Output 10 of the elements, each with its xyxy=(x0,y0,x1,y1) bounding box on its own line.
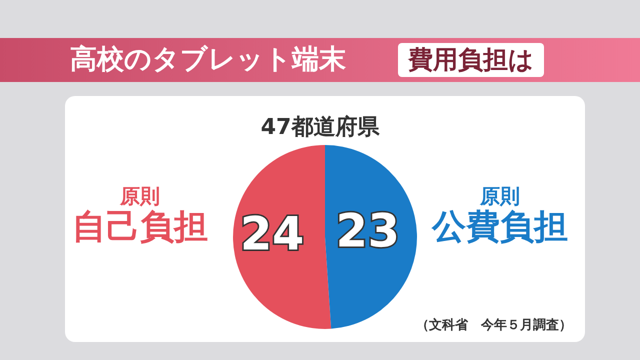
slice-label: 自己負担 xyxy=(71,207,209,248)
text: 47都道府県 xyxy=(260,114,380,142)
data-label: 23 xyxy=(336,203,400,258)
text: （文科省 今年５月調査） xyxy=(416,316,572,334)
chart-subtitle: 費用負担は xyxy=(398,43,544,77)
data-label: 24 xyxy=(240,206,304,261)
text: 原則 xyxy=(118,184,161,208)
text: 原則 xyxy=(478,184,521,208)
slice-label: 公費負担 xyxy=(430,207,569,248)
chart-title: 高校のタブレット端末 xyxy=(70,43,346,77)
